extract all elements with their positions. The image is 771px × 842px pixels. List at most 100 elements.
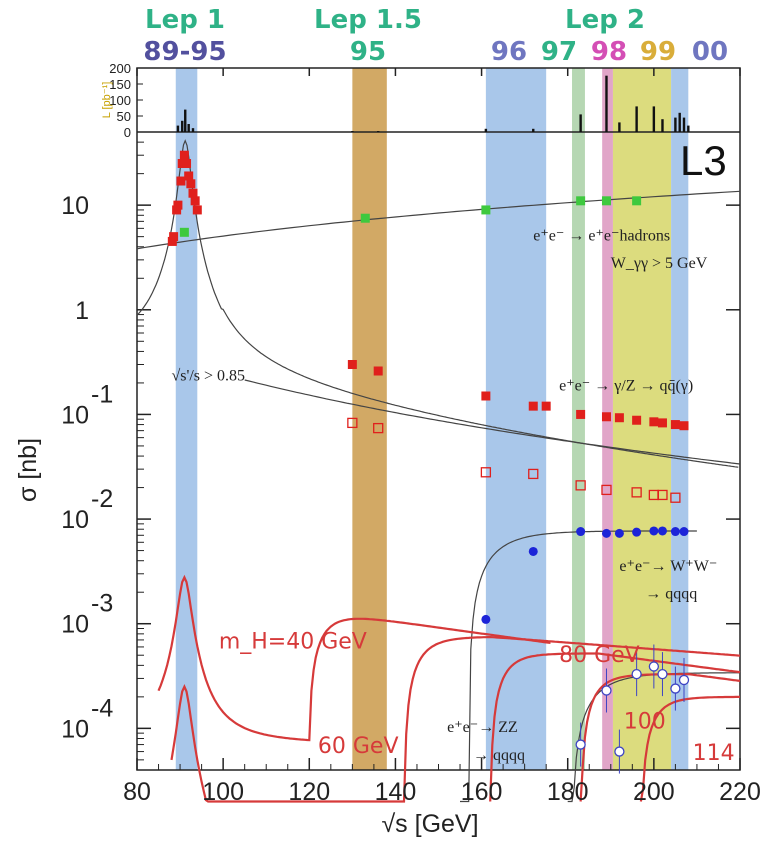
y-tick-exponent: -1	[91, 380, 113, 408]
lumi-bar	[687, 125, 690, 132]
data-point	[648, 661, 660, 672]
lumi-bar	[661, 119, 664, 132]
y-tick-label: 10	[61, 611, 89, 639]
higgs-40-curve	[157, 574, 551, 742]
data-point	[528, 401, 538, 411]
lumi-axis-title: L [pb⁻¹]	[101, 82, 113, 119]
x-tick-label: 220	[719, 778, 761, 806]
data-point	[528, 468, 539, 480]
data-point	[176, 176, 186, 186]
data-point	[480, 467, 492, 478]
lumi-bar	[181, 120, 184, 132]
data-point	[347, 360, 357, 370]
lumi-bar	[674, 117, 677, 132]
higgs-mass-label: 114	[693, 741, 735, 766]
data-point	[614, 746, 625, 757]
lumi-tick-label: 100	[109, 93, 131, 108]
data-point	[632, 415, 642, 425]
process-label: → qqqq	[645, 585, 697, 602]
lumi-bar	[635, 106, 638, 132]
data-point	[657, 418, 667, 428]
higgs-114-curve	[639, 695, 740, 802]
lumi-bar	[184, 109, 187, 132]
lumi-tick-label: 50	[117, 109, 131, 124]
data-point	[541, 401, 551, 411]
data-point	[601, 196, 611, 206]
data-point	[601, 528, 611, 538]
header-label: 98	[591, 37, 627, 67]
data-point	[632, 196, 642, 206]
lumi-bar	[682, 117, 686, 132]
data-points	[167, 150, 690, 774]
data-point	[601, 412, 611, 422]
data-point	[481, 391, 491, 401]
energy-band	[352, 68, 387, 770]
higgs-60-curve	[170, 636, 741, 803]
data-point	[575, 480, 586, 491]
x-tick-label: 80	[123, 778, 151, 806]
process-label: e⁺e⁻→ W⁺W⁻	[619, 558, 717, 575]
header-label: Lep 1.5	[314, 5, 422, 35]
data-point	[679, 421, 689, 431]
data-point	[173, 200, 183, 210]
lumi-tick-label: 150	[109, 77, 131, 92]
data-point	[373, 422, 384, 434]
x-tick-label: 120	[288, 778, 330, 806]
data-point	[360, 213, 370, 223]
x-tick-label: 160	[461, 778, 503, 806]
data-point	[347, 417, 358, 429]
data-point	[528, 546, 538, 556]
lumi-bar	[377, 131, 380, 132]
process-label: W_γγ > 5 GeV	[611, 255, 708, 272]
y-axis-title: σ [nb]	[14, 438, 42, 502]
data-point	[184, 171, 194, 181]
lumi-bar	[579, 114, 582, 132]
x-tick-label: 140	[375, 778, 417, 806]
data-point	[601, 685, 612, 696]
lumi-bar	[605, 75, 608, 132]
frame	[136, 67, 741, 771]
y-tick-exponent: -2	[91, 485, 113, 513]
header-label: 95	[350, 37, 386, 67]
data-point	[481, 205, 491, 215]
data-point	[169, 232, 179, 242]
y-tick-exponent: -4	[91, 694, 113, 722]
process-label: e⁺e⁻ → γ/Z → qq̄(γ)	[559, 377, 693, 394]
y-tick-label: 10	[61, 715, 89, 743]
lumi-bar	[652, 106, 656, 132]
data-point	[657, 489, 668, 501]
data-point	[649, 526, 659, 536]
x-axis-title: √s [GeV]	[381, 810, 478, 838]
y-tick-label: 1	[75, 297, 89, 325]
data-point	[670, 492, 681, 503]
energy-band	[485, 68, 547, 770]
energy-band	[572, 68, 585, 770]
lumi-bar	[618, 122, 621, 132]
z-lineshape-curve	[136, 139, 739, 468]
data-point	[679, 527, 689, 537]
data-point	[601, 484, 612, 496]
data-point	[182, 159, 192, 169]
header-label: 00	[692, 37, 728, 67]
energy-band	[175, 68, 198, 770]
data-point	[576, 409, 586, 419]
higgs-80-curve	[489, 652, 741, 802]
data-point	[576, 196, 586, 206]
lumi-tick-label: 0	[124, 125, 131, 140]
data-point	[186, 179, 196, 189]
data-point	[179, 227, 189, 237]
process-label: e⁺e⁻ → e⁺e⁻hadrons	[533, 227, 670, 244]
y-tick-label: 10	[61, 401, 89, 429]
data-point	[649, 417, 659, 427]
data-point	[576, 527, 586, 537]
header-label: 97	[541, 37, 577, 67]
data-point	[657, 526, 667, 536]
process-label: → qqqq	[473, 747, 525, 764]
higgs-mass-label: m_H=40 GeV	[219, 629, 367, 654]
higgs-mass-label: 80 GeV	[559, 643, 640, 668]
higgs-mass-label: 60 GeV	[318, 734, 399, 759]
process-label: √s'/s > 0.85	[171, 368, 245, 385]
data-point	[179, 150, 189, 160]
data-point	[481, 614, 491, 624]
